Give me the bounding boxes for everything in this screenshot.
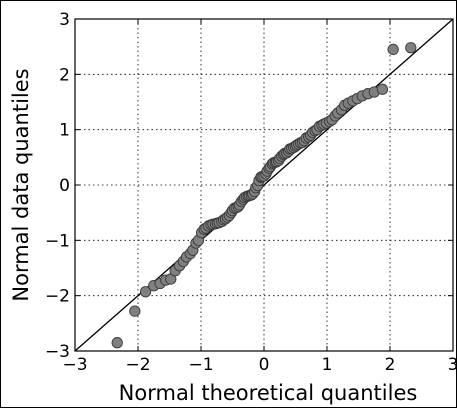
x-tick-label: −3 xyxy=(62,355,87,375)
y-tick-label: −2 xyxy=(45,287,70,307)
x-tick-labels: −3 −2 −1 0 1 2 3 xyxy=(62,355,457,375)
data-point xyxy=(111,337,123,349)
x-tick-label: −1 xyxy=(188,355,213,375)
x-tick-label: 1 xyxy=(322,355,333,375)
y-tick-label: 3 xyxy=(59,10,70,30)
data-points xyxy=(111,42,417,349)
y-tick-labels: −3 −2 −1 0 1 2 3 xyxy=(45,10,70,362)
y-tick-label: 1 xyxy=(59,121,70,141)
x-tick-label: 2 xyxy=(385,355,396,375)
y-tick-label: 0 xyxy=(59,176,70,196)
data-point xyxy=(376,83,389,95)
y-axis-label: Normal data quantiles xyxy=(9,68,33,301)
y-tick-label: 2 xyxy=(59,65,70,85)
x-tick-label: −2 xyxy=(125,355,150,375)
y-tick-label: −1 xyxy=(45,231,70,251)
x-tick-label: 0 xyxy=(259,355,270,375)
reference-line xyxy=(74,18,454,352)
data-point xyxy=(139,286,152,298)
data-point xyxy=(129,305,141,317)
reference-line-group xyxy=(74,18,454,352)
ticks xyxy=(74,18,454,352)
y-tick-label: −3 xyxy=(45,342,70,362)
x-tick-label: 3 xyxy=(448,355,457,375)
data-point xyxy=(387,43,399,56)
x-axis-label: Normal theoretical quantiles xyxy=(119,381,418,405)
data-point xyxy=(405,42,417,54)
